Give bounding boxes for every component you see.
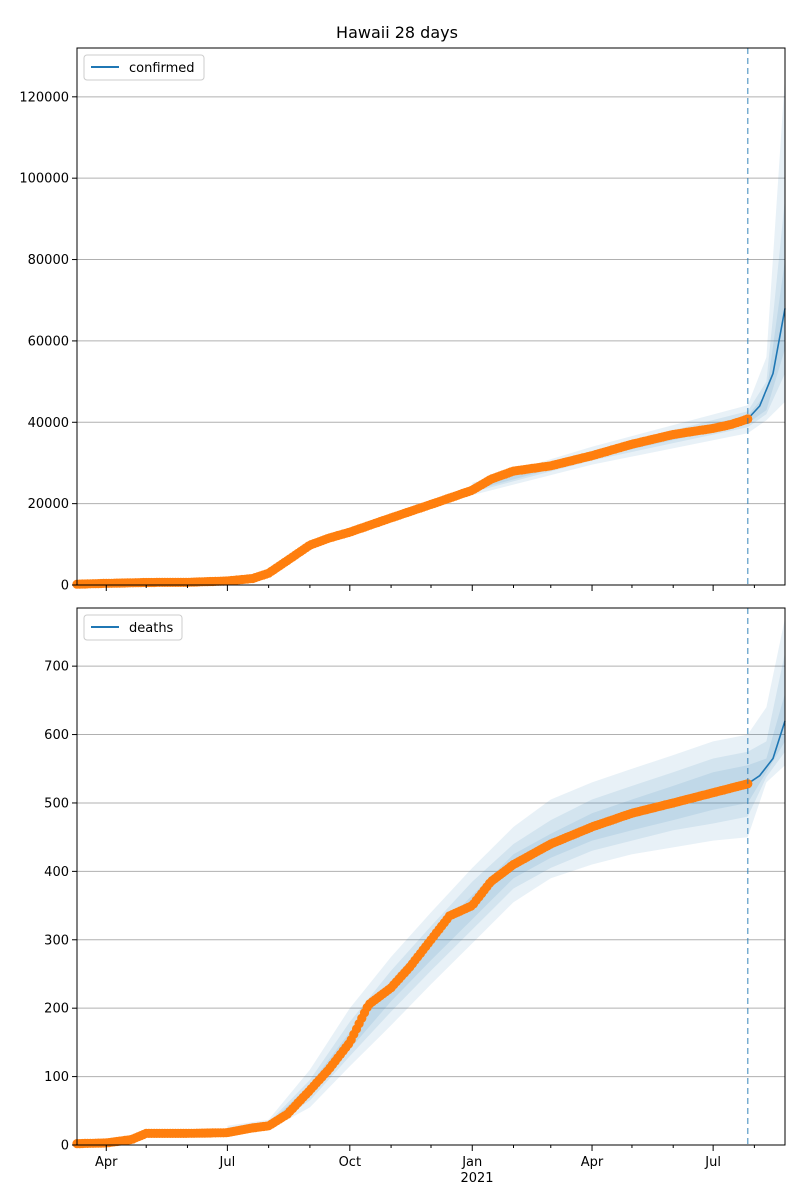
y-ticks: 0 20000 40000 60000 80000 100000 120000 [19, 90, 77, 594]
deaths-panel: 0 100 200 300 400 500 600 700 Apr Jul Oct Jan Apr Ju… [44, 607, 786, 1186]
y-tick-label: 120000 [19, 90, 69, 105]
y-tick-label: 400 [44, 865, 69, 880]
x-tick-label: Jan [461, 1155, 482, 1170]
observed-points [72, 779, 753, 1149]
y-tick-label: 20000 [28, 497, 69, 512]
confirmed-panel: 0 20000 40000 60000 80000 100000 120000 confir… [19, 47, 786, 594]
y-tick-label: 100000 [19, 172, 69, 187]
legend-label: deaths [129, 621, 174, 636]
uncertainty-band [227, 693, 785, 1134]
legend: deaths [83, 614, 183, 641]
x-year-label: 2021 [460, 1171, 493, 1186]
x-tick-label: Apr [581, 1155, 604, 1170]
y-tick-label: 500 [44, 796, 69, 811]
x-ticks [105, 585, 755, 591]
chart-title: Hawaii 28 days [336, 23, 458, 42]
y-tick-label: 60000 [28, 334, 69, 349]
y-tick-label: 80000 [28, 253, 69, 268]
y-ticks: 0 100 200 300 400 500 600 700 [44, 660, 77, 1154]
x-tick-label: Oct [339, 1155, 361, 1170]
legend: confirmed [83, 54, 205, 81]
x-tick-label: Jul [219, 1155, 236, 1170]
x-tick-label: Jul [704, 1155, 721, 1170]
grid-lines [77, 96, 785, 505]
y-tick-label: 700 [44, 660, 69, 675]
y-tick-label: 600 [44, 728, 69, 743]
legend-label: confirmed [129, 61, 195, 76]
y-tick-label: 300 [44, 933, 69, 948]
y-tick-label: 200 [44, 1002, 69, 1017]
x-ticks: Apr Jul Oct Jan Apr Jul [95, 1145, 755, 1170]
observed-points [72, 414, 753, 589]
y-tick-label: 40000 [28, 416, 69, 431]
x-tick-label: Apr [95, 1155, 118, 1170]
y-tick-label: 0 [61, 1139, 69, 1154]
y-tick-label: 100 [44, 1070, 69, 1085]
y-tick-label: 0 [61, 579, 69, 594]
